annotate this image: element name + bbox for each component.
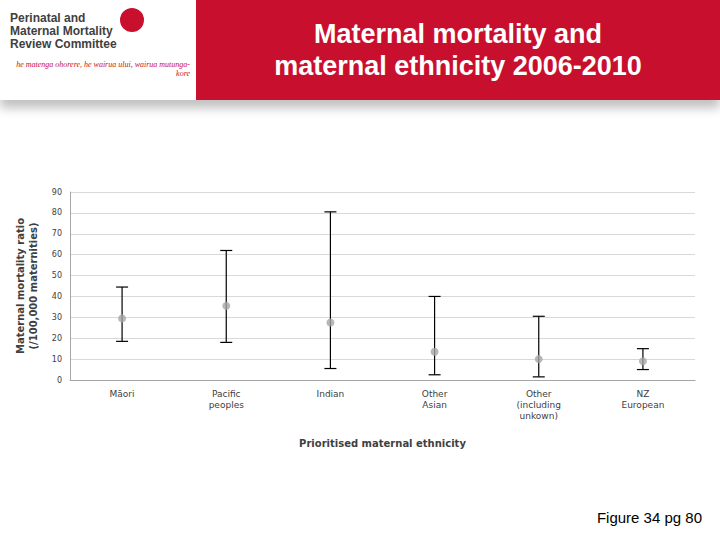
svg-text:Maternal mortality ratio: Maternal mortality ratio bbox=[15, 218, 26, 354]
html-text:Figure 34 pg 80: Figure 34 pg 80 bbox=[596, 509, 702, 526]
html-text:Maternal Mortality: Maternal Mortality bbox=[10, 24, 113, 38]
svg-text:60: 60 bbox=[52, 250, 62, 259]
svg-text:Other: Other bbox=[422, 389, 448, 399]
svg-text:unkown): unkown) bbox=[520, 411, 558, 421]
svg-text:Māori: Māori bbox=[110, 389, 135, 399]
svg-text:(including: (including bbox=[517, 400, 562, 410]
svg-text:peoples: peoples bbox=[209, 400, 245, 410]
svg-text:Other: Other bbox=[526, 389, 552, 399]
svg-text:20: 20 bbox=[52, 334, 62, 343]
html-text:Review Committee: Review Committee bbox=[10, 37, 117, 51]
svg-text:Asian: Asian bbox=[422, 400, 447, 410]
svg-text:(/100,000 maternities): (/100,000 maternities) bbox=[28, 223, 39, 350]
svg-text:10: 10 bbox=[52, 355, 62, 364]
html-text:Maternal mortality and materna: Maternal mortality and maternal ethnicit… bbox=[274, 19, 642, 81]
svg-text:30: 30 bbox=[52, 313, 62, 322]
svg-text:European: European bbox=[621, 400, 664, 410]
svg-text:0: 0 bbox=[57, 376, 62, 385]
svg-text:40: 40 bbox=[52, 292, 62, 301]
svg-text:70: 70 bbox=[52, 229, 62, 238]
svg-text:50: 50 bbox=[52, 271, 62, 280]
html-text:he matenga ohorere, he wairua: he matenga ohorere, he wairua ului, wair… bbox=[16, 60, 190, 78]
svg-text:Prioritised maternal ethnicity: Prioritised maternal ethnicity bbox=[299, 438, 466, 449]
svg-text:Pacific: Pacific bbox=[212, 389, 241, 399]
svg-text:80: 80 bbox=[52, 208, 62, 217]
svg-text:NZ: NZ bbox=[636, 389, 649, 399]
svg-text:90: 90 bbox=[52, 188, 62, 197]
svg-text:Indian: Indian bbox=[317, 389, 345, 399]
html-text:Perinatal and: Perinatal and bbox=[10, 11, 86, 25]
